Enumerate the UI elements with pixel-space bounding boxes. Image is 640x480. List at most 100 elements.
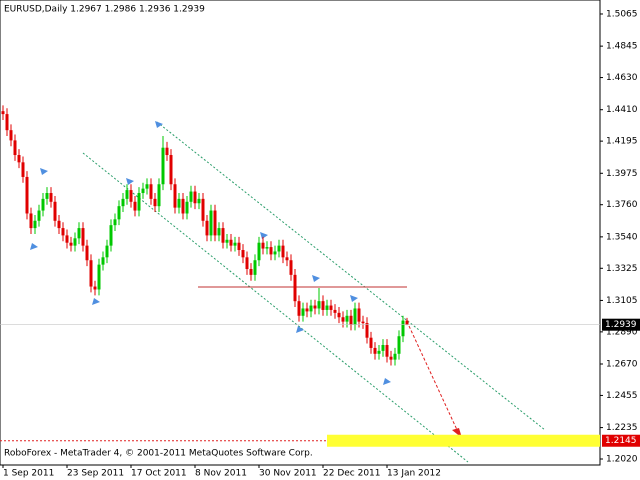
candle-body — [245, 257, 249, 270]
y-tick-label: 1.3540 — [606, 232, 638, 242]
candle-body — [373, 347, 377, 354]
candle-body — [353, 308, 357, 325]
candle-body — [61, 228, 65, 236]
candle-body — [93, 286, 97, 290]
fractals — [30, 121, 391, 385]
y-tick-label: 1.2455 — [606, 391, 638, 401]
candle-body — [73, 238, 77, 246]
candle-body — [221, 228, 225, 243]
candle-body — [53, 201, 57, 221]
fractal — [350, 295, 358, 302]
candle-body — [57, 220, 61, 229]
candle-body — [253, 260, 257, 275]
candle-body — [69, 242, 73, 246]
candle-body — [113, 219, 117, 226]
y-tick-label: 1.2235 — [606, 423, 638, 433]
candle-body — [49, 193, 53, 202]
candle-body — [293, 274, 297, 302]
candle-body — [89, 260, 93, 287]
x-tick-label: 30 Nov 2011 — [259, 469, 317, 479]
plot-frame — [0, 0, 601, 466]
candle-body — [133, 201, 137, 211]
candle-body — [189, 191, 193, 202]
candle-body — [205, 220, 209, 236]
y-tick-label: 1.2890 — [606, 327, 638, 337]
candle-body — [285, 257, 289, 261]
y-tick-label: 1.3760 — [606, 200, 638, 210]
candle-body — [361, 321, 365, 324]
candle-body — [65, 235, 69, 243]
candle-body — [217, 228, 221, 236]
candle-body — [337, 312, 341, 318]
candle-body — [181, 198, 185, 214]
fractal — [296, 326, 304, 333]
candle-body — [81, 228, 85, 246]
candle-body — [145, 184, 149, 189]
candle-body — [333, 309, 337, 313]
candle-body — [405, 320, 409, 325]
candle-body — [125, 190, 129, 199]
candle-body — [241, 250, 245, 258]
candle-body — [85, 245, 89, 261]
candle-body — [25, 176, 29, 214]
candle-body — [301, 308, 305, 316]
x-tick-label: 22 Dec 2011 — [323, 469, 381, 479]
fractal — [30, 243, 38, 250]
candle-body — [357, 308, 361, 322]
y-tick-label: 1.3975 — [606, 169, 638, 179]
fractal — [155, 121, 163, 128]
candle-body — [141, 188, 145, 194]
candle-body — [257, 242, 261, 261]
candle-body — [389, 356, 393, 360]
last-price-label: 1.2939 — [605, 320, 637, 330]
candle-body — [249, 269, 253, 275]
chart-title: EURUSD,Daily 1.2967 1.2986 1.2936 1.2939 — [4, 5, 205, 15]
candle-body — [213, 210, 217, 236]
candle-body — [269, 247, 273, 255]
candle-body — [313, 305, 317, 309]
candle-body — [137, 193, 141, 211]
y-tick-label: 1.3325 — [606, 264, 638, 274]
fractal — [40, 168, 48, 175]
candle-body — [193, 191, 197, 204]
last-price-box — [602, 318, 640, 331]
candle-body — [297, 301, 301, 316]
channel-line — [156, 121, 546, 431]
candle-body — [45, 193, 49, 199]
y-tick-label: 1.2020 — [606, 455, 638, 465]
candle-body — [341, 317, 345, 322]
x-tick-label: 23 Sep 2011 — [67, 469, 124, 479]
candle-body — [305, 308, 309, 312]
fractal — [312, 275, 320, 282]
candle-body — [393, 353, 397, 360]
candle-body — [201, 198, 205, 221]
fractal — [260, 232, 268, 239]
x-tick-label: 1 Sep 2011 — [3, 469, 54, 479]
candle-body — [117, 206, 121, 220]
candle-body — [153, 198, 157, 207]
candle-body — [309, 305, 313, 312]
candle-body — [381, 345, 385, 351]
target-price-box — [602, 434, 640, 447]
candle-body — [169, 155, 173, 185]
candle-body — [21, 162, 25, 177]
candle-body — [377, 350, 381, 354]
footer-bg — [2, 447, 312, 459]
footer: RoboForex - MetaTrader 4, © 2001-2011 Me… — [4, 449, 313, 459]
forecast-arrow — [408, 325, 459, 433]
y-tick-label: 1.4195 — [606, 137, 638, 147]
candle-body — [33, 220, 37, 229]
candle-body — [365, 323, 369, 338]
fractal — [126, 178, 134, 185]
fractal — [383, 378, 391, 385]
candle-body — [13, 140, 17, 156]
candle-body — [261, 242, 265, 249]
candle-body — [5, 114, 9, 131]
candle-body — [325, 305, 329, 310]
y-tick-label: 1.3105 — [606, 296, 638, 306]
candle-body — [165, 147, 169, 156]
candle-body — [385, 345, 389, 357]
candle-body — [17, 155, 21, 163]
candle-body — [129, 190, 133, 202]
